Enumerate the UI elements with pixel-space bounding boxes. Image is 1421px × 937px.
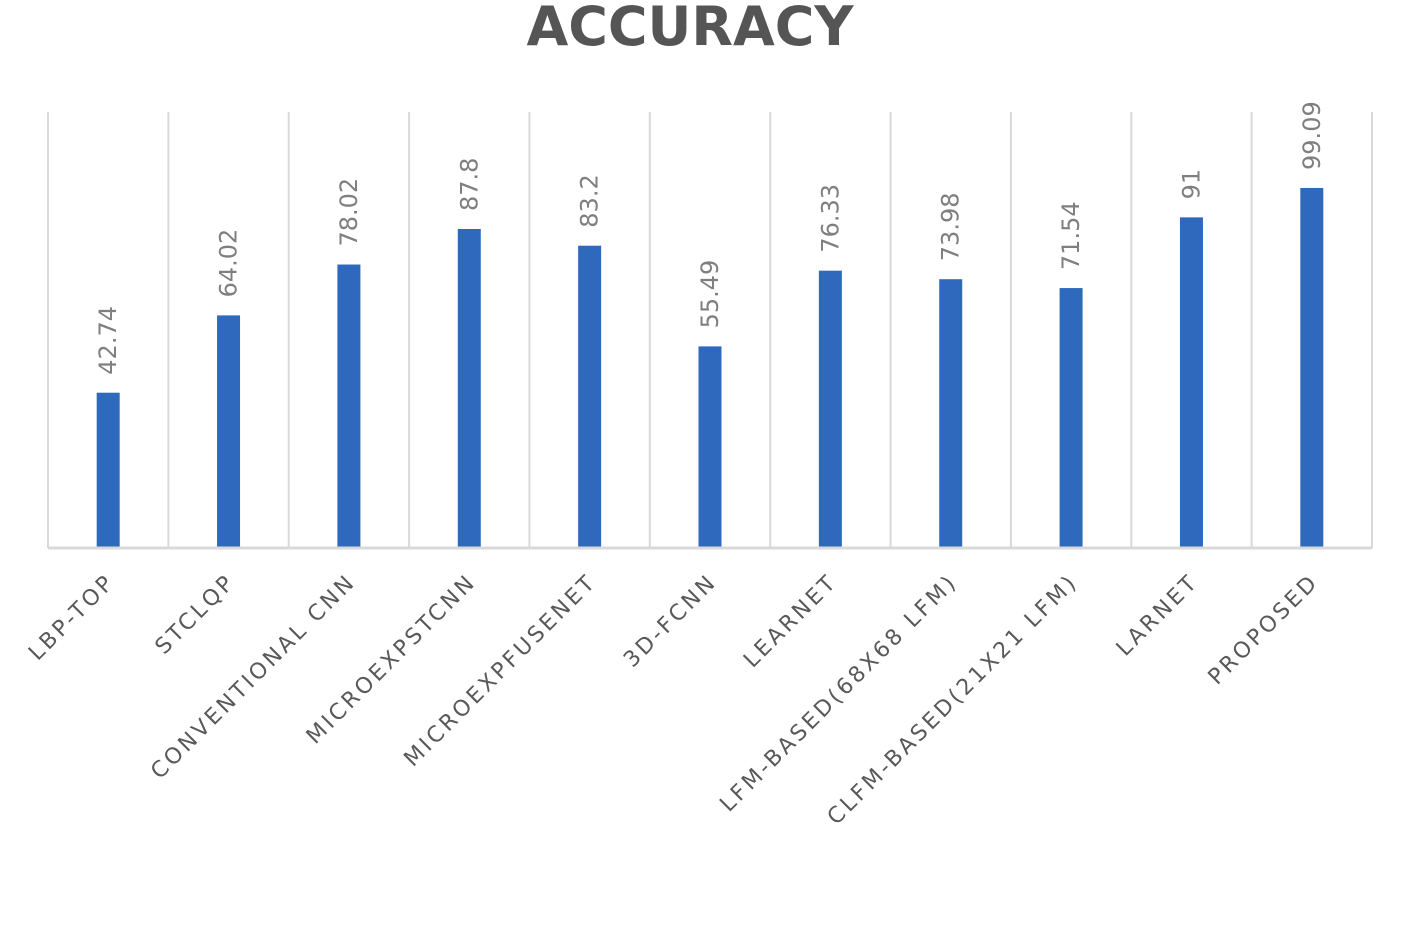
category-label: MICROEXPFUSENET [400,570,602,772]
category-label: 3D-FCNN [619,570,722,673]
data-label: 42.74 [94,306,122,375]
gridlines [47,112,1373,548]
category-label: LEARNET [739,570,842,673]
bar [1179,217,1203,548]
category-label: CLFM-BASED(21X21 LFM) [823,570,1084,831]
bar [1059,288,1083,548]
data-label: 99.09 [1298,101,1326,170]
data-label: 87.8 [455,158,483,211]
data-label: 73.98 [937,192,965,261]
category-label: LARNET [1112,570,1204,662]
category-label: STCLQP [151,570,241,660]
data-label: 83.2 [576,174,604,227]
bar [457,228,481,548]
category-label: LBP-TOP [24,570,120,666]
bar [337,264,361,548]
category-label: LFM-BASED(68X68 LFM) [715,570,963,818]
bar [1300,187,1324,548]
bar [698,346,722,548]
data-label: 64.02 [215,229,243,298]
bar [818,270,842,548]
bar [578,245,602,548]
bar [939,279,963,548]
data-label: 76.33 [816,184,844,253]
data-label: 55.49 [696,260,724,329]
data-label: 78.02 [335,178,363,247]
category-label: PROPOSED [1204,570,1324,690]
bar [217,315,241,548]
data-label: 91 [1177,169,1205,200]
category-label: CONVENTIONAL CNN [146,570,361,785]
data-labels: 42.74 64.02 78.02 87.8 83.2 55.49 76.33 73.98 71… [94,101,1326,374]
chart-title: ACCURACY [526,0,854,58]
bar [96,392,120,548]
bars [96,187,1324,548]
data-label: 71.54 [1057,201,1085,270]
